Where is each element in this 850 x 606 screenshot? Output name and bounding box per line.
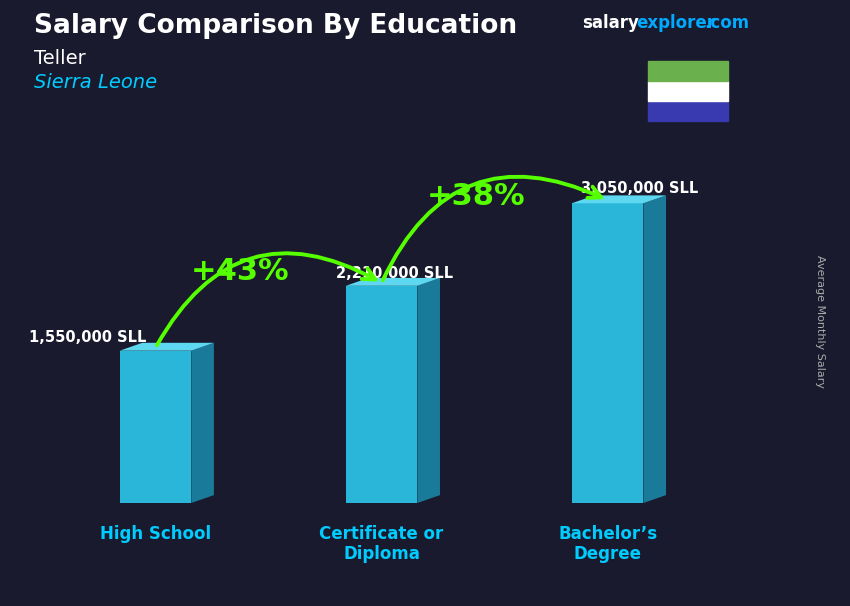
Bar <box>648 81 728 101</box>
Text: 2,210,000 SLL: 2,210,000 SLL <box>337 266 454 281</box>
Bar <box>648 61 728 81</box>
Polygon shape <box>643 195 666 503</box>
Text: +38%: +38% <box>427 182 525 211</box>
Text: 1,550,000 SLL: 1,550,000 SLL <box>29 330 147 345</box>
Text: +43%: +43% <box>191 257 290 286</box>
Text: salary: salary <box>582 15 639 33</box>
Polygon shape <box>191 343 214 503</box>
Polygon shape <box>346 286 417 503</box>
Polygon shape <box>572 203 643 503</box>
Text: Teller: Teller <box>34 48 86 68</box>
Polygon shape <box>572 195 666 203</box>
Text: Salary Comparison By Education: Salary Comparison By Education <box>34 13 517 39</box>
Text: explorer: explorer <box>636 15 715 33</box>
Text: Sierra Leone: Sierra Leone <box>34 73 157 92</box>
Polygon shape <box>120 343 214 351</box>
Text: Average Monthly Salary: Average Monthly Salary <box>815 255 825 388</box>
Text: .com: .com <box>704 15 749 33</box>
Polygon shape <box>346 278 440 286</box>
Text: 3,050,000 SLL: 3,050,000 SLL <box>581 181 699 196</box>
Polygon shape <box>120 351 191 503</box>
Polygon shape <box>417 278 440 503</box>
Bar <box>648 101 728 121</box>
